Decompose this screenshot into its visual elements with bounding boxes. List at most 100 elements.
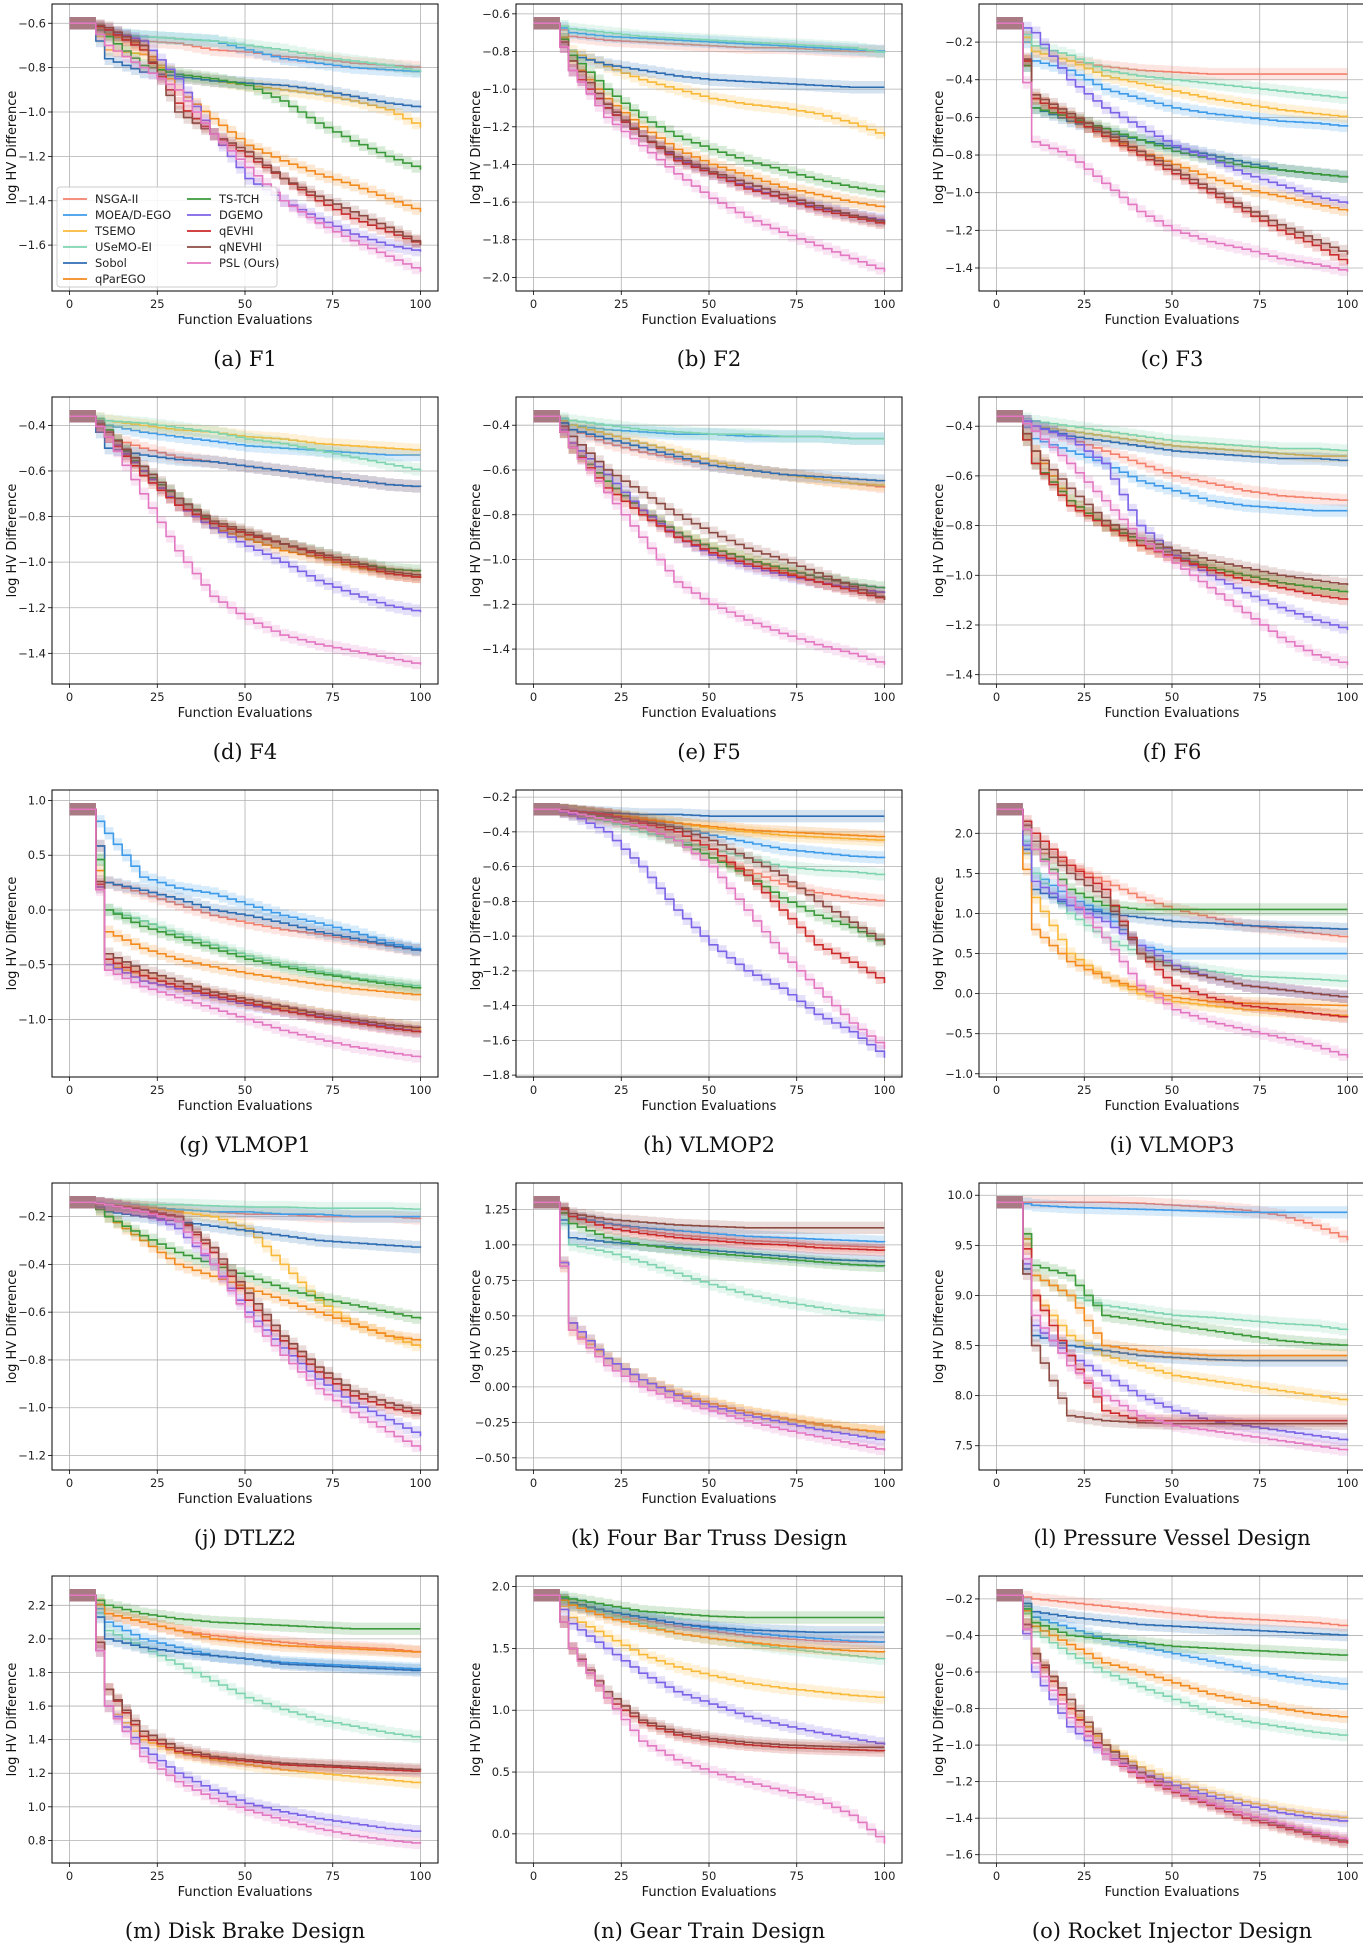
x-tick-label: 25 [614, 1083, 629, 1097]
x-tick-label: 100 [409, 690, 431, 704]
series-band [533, 1196, 885, 1249]
x-tick-label: 100 [1336, 1869, 1358, 1883]
x-axis-label: Function Evaluations [1105, 1492, 1240, 1507]
x-tick-label: 25 [1077, 1476, 1092, 1490]
y-tick-label: −1.2 [482, 597, 510, 611]
series-band [69, 803, 421, 1035]
series-line [69, 1594, 421, 1630]
series-band [69, 1589, 421, 1636]
legend-label: qParEGO [95, 272, 146, 286]
series-line [69, 808, 422, 952]
series-line [69, 1201, 422, 1320]
series-line [69, 22, 422, 170]
y-tick-label: −1.0 [18, 1012, 46, 1026]
y-axis-label: log HV Difference [932, 484, 947, 598]
series-band [996, 1589, 1348, 1829]
x-axis-label: Function Evaluations [178, 313, 313, 328]
series-band [69, 1196, 421, 1254]
y-tick-label: −1.2 [945, 1775, 973, 1789]
legend-label: Sobol [95, 256, 127, 270]
series-line [533, 1201, 886, 1316]
series-band [996, 803, 1348, 1004]
series-line [533, 1594, 886, 1699]
x-tick-label: 25 [614, 1476, 629, 1490]
x-tick-label: 50 [238, 297, 253, 311]
series-line [996, 808, 1349, 998]
x-tick-label: 100 [1336, 690, 1358, 704]
y-tick-label: 1.2 [28, 1766, 46, 1780]
x-tick-label: 75 [325, 1869, 340, 1883]
y-tick-label: −1.4 [18, 194, 46, 208]
series-band [996, 410, 1348, 517]
series-line [996, 1594, 1349, 1627]
series-band [996, 410, 1348, 458]
legend-label: qEVHI [219, 224, 253, 238]
plot-frame [515, 1575, 903, 1864]
x-tick-label: 75 [789, 1083, 804, 1097]
x-tick-label: 100 [409, 1869, 431, 1883]
series-band [996, 410, 1348, 463]
series-line [69, 22, 422, 246]
series-line [996, 1201, 1349, 1451]
series-line [69, 808, 422, 987]
y-tick-label: 1.5 [955, 866, 973, 880]
legend-label: USeMO-EI [95, 240, 152, 254]
chart-panel: 0 25 50 75 100 −0.6 −0.8 −1.0 −1.2 −1.4 −1.6 Functi… [5, 3, 439, 371]
chart-panel: 0 25 50 75 100 1.25 1.00 0.75 0.50 0.25 0.00 −0.25 −… [469, 1182, 903, 1550]
y-tick-label: 1.25 [484, 1202, 510, 1216]
series-line [69, 415, 422, 665]
x-tick-label: 0 [66, 1476, 73, 1490]
chart-caption: (b) F2 [677, 347, 741, 371]
x-tick-label: 25 [1077, 690, 1092, 704]
x-axis-label: Function Evaluations [642, 1099, 777, 1114]
series-line [996, 22, 1349, 118]
series-line [533, 415, 885, 440]
y-tick-label: −0.5 [18, 958, 46, 972]
series-band [533, 410, 885, 495]
legend: NSGA-II MOEA/D-EGO TSEMO USeMO-EI Sobol qParE… [56, 186, 279, 288]
series-band [996, 17, 1348, 105]
series-line [69, 1594, 422, 1771]
series-band [996, 1589, 1348, 1642]
series-line [69, 808, 422, 1058]
x-tick-label: 100 [873, 690, 895, 704]
series-band [996, 803, 1348, 936]
series-line [533, 1594, 885, 1619]
x-axis-label: Function Evaluations [1105, 313, 1240, 328]
y-tick-label: −0.8 [482, 44, 510, 58]
series-band [69, 1589, 421, 1659]
y-tick-label: −0.8 [18, 61, 46, 75]
chart-panel: 0 25 50 75 100 2.2 2.0 1.8 1.6 1.4 1.2 1.0 0.8 Functi… [5, 1575, 439, 1943]
series-band [533, 1589, 885, 1752]
series-band [533, 1589, 885, 1659]
legend-label: NSGA-II [95, 192, 138, 206]
y-tick-label: −1.4 [482, 999, 510, 1013]
y-tick-label: −1.2 [945, 618, 973, 632]
x-tick-label: 0 [530, 1869, 537, 1883]
y-tick-label: −1.4 [482, 157, 510, 171]
series-line [533, 808, 886, 1050]
y-tick-label: −1.2 [18, 149, 46, 163]
y-tick-label: −1.8 [482, 1068, 510, 1082]
series-line [533, 22, 885, 53]
y-axis-label: log HV Difference [932, 91, 947, 205]
series-line [69, 1594, 422, 1844]
plot-frame [51, 789, 439, 1078]
y-tick-label: 0.0 [492, 1827, 510, 1841]
x-tick-label: 50 [1165, 1476, 1180, 1490]
y-tick-label: −0.5 [945, 1027, 973, 1041]
series-band [996, 1589, 1348, 1724]
series-line [69, 808, 422, 996]
plot-frame [51, 396, 439, 685]
series-line [69, 808, 422, 1029]
plot-frame [51, 1182, 439, 1471]
x-tick-label: 50 [238, 690, 253, 704]
series-band [69, 1196, 421, 1419]
x-tick-label: 50 [1165, 1083, 1180, 1097]
series-band [69, 410, 421, 494]
x-tick-label: 100 [873, 1083, 895, 1097]
series-line [996, 22, 1349, 204]
y-tick-label: −1.6 [945, 1848, 973, 1862]
y-tick-label: −0.6 [482, 860, 510, 874]
